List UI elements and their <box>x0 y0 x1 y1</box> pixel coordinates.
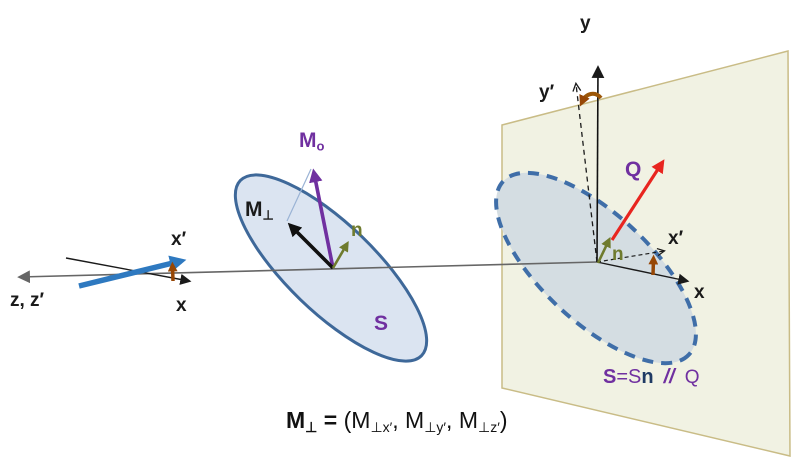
angle-tick-left <box>167 261 178 282</box>
m0-label: Mo <box>299 129 325 154</box>
m-perp-label: M⊥ <box>245 198 274 223</box>
m0-vector <box>309 168 335 269</box>
n-vector-middle <box>331 241 349 269</box>
x-axis-label-right: x <box>694 282 705 303</box>
angle-arc-top <box>579 91 603 107</box>
projected-ellipse <box>494 170 698 366</box>
q-label: Q <box>625 158 642 181</box>
n-label-right: n <box>612 244 624 265</box>
x-prime-arrow-left <box>78 255 187 289</box>
x-prime-axis-right <box>596 251 664 263</box>
y-axis <box>591 65 605 263</box>
surface-vector-equation: S=Sn//Q <box>603 366 700 388</box>
m-perp-components-formula: M⊥ = (M⊥x′, M⊥y′, M⊥z′) <box>286 407 508 436</box>
n-label-middle: n <box>351 220 363 241</box>
q-vector <box>610 159 665 241</box>
x-axis-label-left: x <box>176 295 187 316</box>
y-prime-axis <box>576 84 598 263</box>
y-prime-label: y′ <box>539 82 555 103</box>
decomposition-connector-line <box>286 168 312 222</box>
y-axis-label: y <box>580 13 591 34</box>
z-axis-label: z, z′ <box>10 290 45 311</box>
x-prime-label-right: x′ <box>668 228 684 249</box>
angle-tick-right <box>648 254 659 276</box>
x-axis-left <box>65 257 192 285</box>
m-perp-vector <box>287 222 335 270</box>
x-axis-right <box>596 261 690 285</box>
n-vector-right <box>596 236 611 264</box>
s-label-middle: S <box>374 312 389 335</box>
x-prime-label-left: x′ <box>171 229 187 250</box>
